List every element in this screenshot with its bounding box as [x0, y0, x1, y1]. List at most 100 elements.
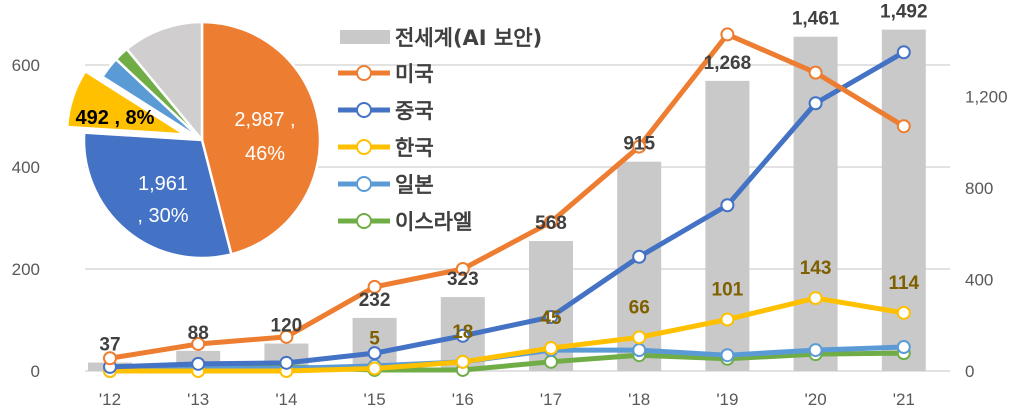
series-point: [632, 249, 647, 264]
left-tick-label: 0: [31, 362, 40, 381]
series-2: [103, 291, 911, 378]
series-point: [896, 119, 911, 134]
series-point: [544, 215, 558, 230]
x-tick-label: '19: [716, 390, 738, 409]
x-tick-label: '17: [540, 390, 562, 409]
series-point: [544, 309, 558, 324]
korea-data-labels: 5 18 45 66 101 143 114: [369, 258, 919, 349]
pie-slice: [125, 20, 204, 144]
left-tick-label: 600: [12, 56, 40, 75]
line-series: [103, 27, 911, 378]
korea-label: 66: [629, 297, 650, 318]
series-line: [110, 295, 905, 374]
pie-slice: [82, 131, 233, 260]
series-point: [808, 343, 823, 358]
series-point: [191, 336, 206, 351]
korea-label: 143: [800, 258, 832, 279]
bar-label: 120: [271, 316, 303, 337]
x-tick-label: '12: [99, 390, 121, 409]
bar-label: 915: [623, 134, 655, 155]
x-tick-label: '18: [628, 390, 650, 409]
bar-'20: [793, 36, 838, 371]
bar-data-labels: 37 88 120 232 323 568 915 1,268 1,461 1,492: [99, 2, 927, 356]
korea-label: 18: [452, 322, 473, 343]
series-line: [109, 31, 906, 361]
series-point: [632, 343, 647, 358]
series-point: [720, 348, 735, 363]
legend-label: 중국: [395, 99, 434, 123]
series-line: [109, 50, 906, 370]
legend-label: 한국: [395, 136, 434, 160]
pie-label: , 30%: [137, 205, 188, 227]
korea-label: 45: [540, 308, 562, 329]
series-point: [808, 96, 823, 111]
pie-label: 492 , 8%: [76, 107, 155, 129]
bar-'19: [705, 80, 750, 372]
series-0: [103, 27, 911, 366]
legend-swatch: [340, 30, 390, 44]
series-point: [279, 355, 294, 370]
right-axis: 0 400 800 1,200: [965, 87, 1008, 381]
x-axis: '12 '13 '14 '15 '16 '17 '18 '19 '20 '21: [99, 390, 915, 409]
pie-chart: 2,987 , 46% 1,961 , 30% 492 , 8%: [65, 20, 322, 260]
series-point: [367, 279, 382, 294]
series-point: [544, 341, 558, 356]
series-point: [808, 291, 823, 306]
series-point: [367, 361, 382, 376]
legend-marker: [356, 65, 372, 81]
series-point: [632, 139, 647, 154]
pie-label: 1,961: [138, 173, 188, 195]
series-point: [455, 354, 470, 369]
series-point: [720, 198, 735, 213]
series-point: [279, 329, 294, 344]
left-tick-label: 200: [12, 260, 40, 279]
korea-label: 114: [888, 273, 919, 294]
legend-marker: [356, 139, 372, 155]
x-tick-label: '16: [452, 390, 474, 409]
legend-marker: [356, 213, 372, 229]
series-point: [455, 328, 470, 343]
bar-label: 232: [359, 290, 391, 311]
right-tick-label: 1,200: [965, 87, 1008, 106]
legend-marker: [356, 102, 372, 118]
series-point: [103, 351, 117, 366]
x-tick-label: '14: [275, 390, 297, 409]
bar-label: 1,492: [880, 2, 928, 23]
series-point: [720, 312, 735, 327]
series-point: [632, 330, 647, 345]
series-1: [103, 45, 911, 374]
bar-label: 1,461: [792, 9, 840, 30]
bar-label: 323: [447, 269, 479, 290]
pie-label: 46%: [245, 143, 285, 165]
legend-label: 일본: [395, 173, 434, 197]
series-point: [367, 346, 382, 361]
bar-label: 37: [99, 335, 120, 356]
korea-label: 5: [369, 328, 380, 349]
series-point: [720, 27, 735, 42]
x-tick-label: '15: [364, 390, 386, 409]
series-point: [191, 356, 206, 371]
right-tick-label: 800: [965, 179, 993, 198]
pie-label: 2,987 ,: [234, 109, 295, 131]
right-tick-label: 0: [965, 362, 974, 381]
series-point: [896, 305, 911, 320]
legend-marker: [356, 176, 372, 192]
series-point: [896, 340, 911, 355]
legend-label: 미국: [395, 62, 434, 86]
korea-label: 101: [712, 279, 744, 300]
left-tick-label: 400: [12, 158, 40, 177]
bar-label: 1,268: [704, 53, 752, 74]
left-axis: 0 200 400 600: [12, 56, 40, 381]
legend-label: 이스라엘: [395, 210, 472, 234]
right-tick-label: 400: [965, 270, 993, 289]
x-tick-label: '20: [805, 390, 827, 409]
bar-label: 88: [188, 323, 209, 344]
x-tick-label: '21: [893, 390, 915, 409]
pie-slice: [65, 69, 186, 136]
series-point: [808, 65, 823, 80]
legend-label: 전세계(AI 보안): [395, 26, 542, 50]
bar-label: 568: [535, 213, 567, 234]
series-point: [896, 45, 911, 60]
